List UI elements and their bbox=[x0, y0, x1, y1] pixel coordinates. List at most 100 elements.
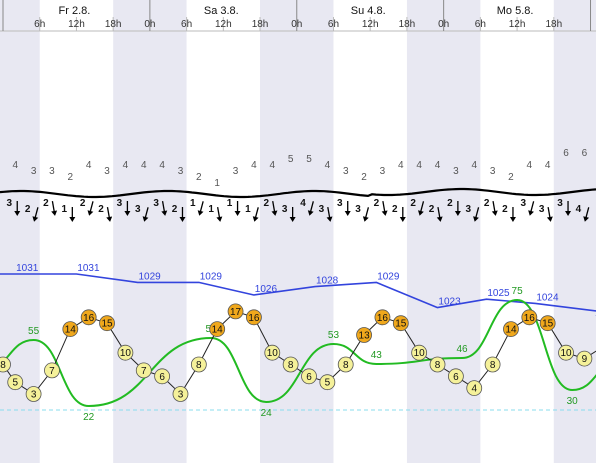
wind-arrow-head bbox=[14, 211, 21, 216]
wave-height-label: 3 bbox=[380, 166, 386, 177]
humidity-label: 53 bbox=[328, 330, 340, 341]
wind-arrow bbox=[32, 207, 39, 222]
wind-arrow-head bbox=[289, 217, 296, 222]
day-label: Su 4.8. bbox=[351, 5, 386, 17]
wind-row: 3 2 2 1 2 2 3 3 3 2 1 1 1 1 2 3 4 3 3 3 2 2 2 2 2 3 2 2 3 3 3 4 bbox=[6, 198, 590, 222]
wind-arrow-head bbox=[565, 211, 572, 216]
wind-arrow bbox=[454, 201, 461, 216]
hour-tick-label: 12h bbox=[509, 19, 526, 30]
temperature-label: 15 bbox=[101, 319, 113, 330]
temperature-marker bbox=[503, 321, 519, 338]
humidity-label: 46 bbox=[456, 344, 468, 355]
wind-speed-label: 3 bbox=[117, 198, 123, 209]
day-label: Sa 3.8. bbox=[204, 5, 239, 17]
wind-speed-label: 3 bbox=[282, 204, 288, 215]
hour-tick-label: 0h bbox=[291, 19, 302, 30]
wind-arrow-head bbox=[381, 210, 388, 216]
temperature-label: 8 bbox=[0, 360, 6, 371]
wind-speed-label: 3 bbox=[557, 198, 563, 209]
wind-arrow-head bbox=[197, 210, 204, 216]
wave-height-label: 5 bbox=[288, 154, 294, 165]
temperature-marker bbox=[62, 321, 79, 338]
humidity-label: 55 bbox=[28, 326, 40, 337]
wind-arrow bbox=[179, 207, 186, 222]
temperature-label: 8 bbox=[435, 360, 441, 371]
hour-tick-label: 6h bbox=[475, 19, 486, 30]
wind-speed-label: 2 bbox=[43, 198, 49, 209]
wind-arrow-shaft bbox=[216, 207, 221, 220]
temperature-label: 3 bbox=[178, 390, 184, 401]
wind-arrow bbox=[565, 201, 572, 216]
wind-arrow bbox=[546, 207, 553, 222]
temperature-label: 8 bbox=[490, 360, 496, 371]
temperature-label: 13 bbox=[359, 331, 371, 342]
wind-arrow-head bbox=[87, 210, 94, 216]
hour-tick-label: 12h bbox=[362, 19, 379, 30]
wind-speed-label: 2 bbox=[80, 198, 86, 209]
night-band bbox=[260, 0, 334, 463]
wind-speed-label: 2 bbox=[429, 204, 435, 215]
wind-speed-label: 4 bbox=[576, 204, 582, 215]
wind-arrow bbox=[491, 201, 498, 216]
wave-height-label: 6 bbox=[582, 148, 588, 159]
wind-speed-label: 2 bbox=[392, 204, 398, 215]
wind-speed-label: 1 bbox=[245, 204, 251, 215]
temperature-label: 17 bbox=[230, 307, 242, 318]
temperature-marker bbox=[172, 386, 189, 402]
temperature-marker bbox=[117, 344, 134, 361]
wind-arrow bbox=[252, 207, 259, 222]
temperature-label: 15 bbox=[395, 319, 407, 330]
temperature-label: 4 bbox=[471, 384, 477, 395]
wind-arrow bbox=[326, 207, 333, 222]
temperature-marker bbox=[7, 374, 24, 391]
temperature-label: 9 bbox=[582, 354, 588, 365]
temperature-marker bbox=[521, 309, 538, 326]
wind-speed-label: 2 bbox=[263, 198, 269, 209]
temperature-marker bbox=[135, 362, 152, 379]
wind-speed-label: 3 bbox=[355, 204, 361, 215]
wind-speed-label: 3 bbox=[539, 204, 545, 215]
temperature-label: 5 bbox=[12, 378, 18, 389]
temperature-label: 3 bbox=[31, 390, 37, 401]
wind-arrow bbox=[583, 207, 590, 222]
pressure-label: 1029 bbox=[377, 271, 400, 282]
pressure-label: 1029 bbox=[139, 271, 162, 282]
wind-arrow-head bbox=[509, 217, 516, 222]
wind-arrow-head bbox=[491, 210, 498, 216]
wind-arrow-head bbox=[271, 210, 278, 216]
time-axis: 6h 12h 18h 0h 6h 12h 18h 0h 6h 12h 18h 0h 6h 12h 18h Fr… bbox=[34, 5, 562, 30]
wind-arrow-shaft bbox=[51, 201, 56, 214]
pressure-label: 1024 bbox=[536, 292, 559, 303]
temperature-marker bbox=[190, 356, 207, 373]
wind-arrow-head bbox=[454, 211, 461, 216]
wave-height-label: 2 bbox=[361, 172, 367, 183]
wind-arrow bbox=[69, 207, 76, 222]
wind-speed-label: 3 bbox=[521, 198, 527, 209]
wind-arrow-head bbox=[69, 217, 76, 222]
temperature-marker bbox=[44, 362, 60, 379]
wave-height-label: 4 bbox=[269, 160, 275, 171]
wind-speed-label: 3 bbox=[135, 204, 141, 215]
wave-height-label: 4 bbox=[416, 160, 422, 171]
wind-arrow-shaft bbox=[492, 201, 496, 214]
temperature-label: 10 bbox=[560, 348, 572, 359]
wind-arrow-head bbox=[326, 216, 333, 222]
wind-speed-label: 2 bbox=[25, 204, 31, 215]
temperature-marker bbox=[356, 327, 372, 343]
swell-line bbox=[0, 187, 596, 199]
temperature-label: 10 bbox=[120, 348, 132, 359]
wind-arrow bbox=[399, 207, 406, 222]
wind-speed-label: 3 bbox=[6, 198, 12, 209]
wave-height-label: 3 bbox=[233, 166, 239, 177]
temperature-marker bbox=[154, 368, 171, 385]
wind-speed-label: 1 bbox=[208, 204, 214, 215]
wind-arrow-shaft bbox=[272, 201, 276, 214]
temperature-label: 15 bbox=[542, 319, 554, 330]
wave-height-label: 4 bbox=[398, 160, 404, 171]
temperature-line bbox=[2, 310, 596, 395]
wave-height-label: 6 bbox=[563, 148, 569, 159]
temperature-marker bbox=[558, 344, 574, 361]
